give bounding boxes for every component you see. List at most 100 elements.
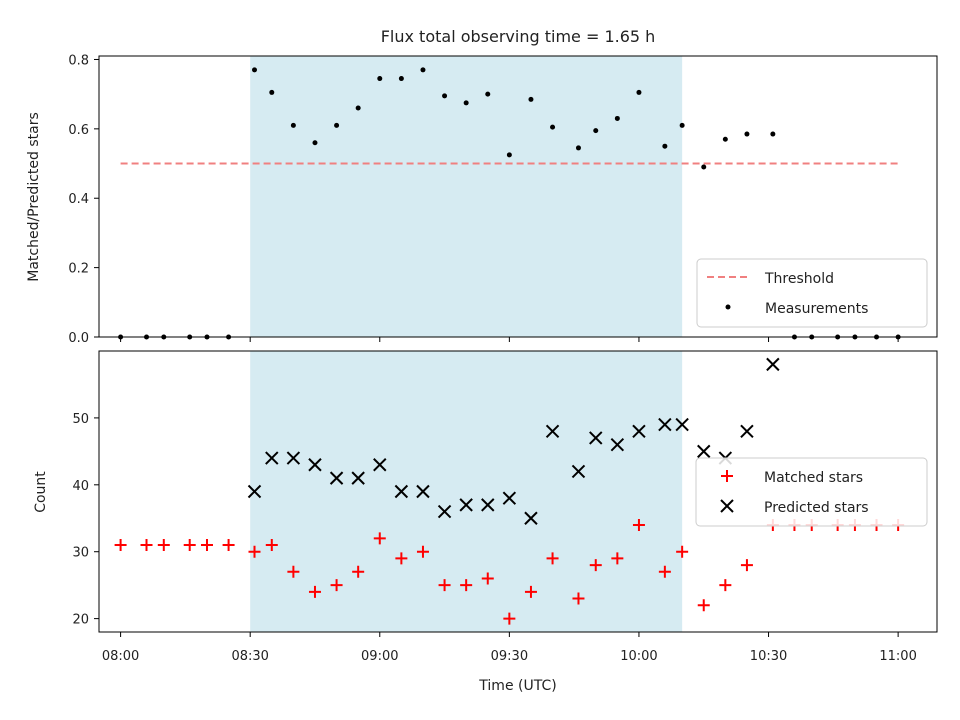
predicted-stars-point [437,504,452,519]
bottom-legend-frame [695,457,928,527]
predicted-stars-point [286,451,301,465]
y-tick-label: 20 [72,613,89,628]
measurements-point [722,136,728,142]
y-tick-label: 0.2 [68,262,89,277]
measurements-point [398,76,404,82]
predicted-stars-point [459,498,473,512]
matched-stars-point [546,552,559,565]
y-tick-label: 30 [72,546,89,561]
measurements-point [269,89,275,95]
top-legend: Threshold Measurements [696,258,928,328]
matched-stars-point [632,518,645,531]
bottom-y-axis-title: Count [33,471,49,513]
x-axis-title: Time (UTC) [478,678,556,694]
measurements-point [701,164,707,170]
matched-stars-point [676,545,689,558]
measurements-point [252,67,258,73]
y-tick-label: 0.8 [68,53,89,68]
measurements-point [636,89,642,95]
measurements-point [593,128,599,134]
x-tick-label: 10:00 [620,649,657,664]
matched-stars-point [140,539,153,552]
y-tick-label: 0.0 [68,331,89,346]
matched-stars-point [658,565,671,578]
measurements-point [312,140,318,146]
predicted-stars-point [632,424,646,438]
matched-stars-point [719,579,732,592]
matched-stars-point [416,545,429,558]
matched-stars-point [308,585,321,598]
observing-interval-shade [250,56,683,337]
y-tick-label: 40 [72,479,89,494]
measurements-point [377,76,383,82]
x-tick-label: 08:00 [102,649,139,664]
x-tick-label: 10:30 [750,649,787,664]
matched-stars-point [438,579,451,592]
measurements-point [485,91,491,97]
predicted-stars-point [740,424,754,438]
measurements-point [290,122,296,128]
measurements-legend-label: Measurements [765,301,868,317]
measurements-point [463,100,469,106]
matched-stars-point [183,539,196,552]
matched-stars-point [524,585,537,598]
predicted-stars-point [329,471,344,485]
top-legend-frame [696,258,928,328]
predicted-stars-point [658,417,672,432]
matched-stars-point [503,612,516,625]
predicted-stars-point [247,484,262,499]
x-tick-label: 08:30 [231,649,268,664]
top-y-axis-title: Matched/Predicted stars [26,112,42,282]
matched-stars-point [287,565,300,578]
x-tick-label: 09:30 [491,649,528,664]
y-tick-label: 50 [72,412,89,427]
measurements-point [506,152,512,158]
bottom-panel: Count 20 30 40 50 08:00 08:30 09:00 09:30 10:00 1… [33,350,938,664]
matched-stars-point [572,592,585,605]
measurements-point [679,122,685,128]
top-panel: Matched/Predicted stars 0.0 0.2 0.4 0.6 0.8 [26,53,938,346]
matched-stars-point [589,559,602,572]
chart-title: Flux total observing time = 1.65 h [381,27,656,46]
predicted-stars-legend-label: Predicted stars [764,500,869,516]
predicted-stars-point [589,431,603,445]
predicted-stars-point [545,424,560,438]
matched-stars-point [697,599,710,612]
predicted-stars-point [571,464,586,479]
x-tick-label: 11:00 [879,649,916,664]
predicted-stars-point [766,357,780,372]
matched-stars-point [373,532,386,545]
matched-stars-point [352,565,365,578]
matched-stars-point [222,539,235,552]
predicted-stars-point [373,458,387,472]
matched-stars-point [740,559,753,572]
matched-stars-point [330,579,343,592]
matched-stars-point [248,545,261,558]
matched-stars-legend-label: Matched stars [764,470,863,486]
matched-stars-point [114,539,127,552]
matched-stars-legend-swatch [721,470,733,482]
threshold-legend-label: Threshold [764,271,834,287]
measurements-point [442,93,448,99]
plot-frame [98,55,938,338]
measurements-point [334,122,340,128]
measurements-point [662,143,668,149]
measurements-legend-swatch [725,304,731,310]
predicted-stars-point [502,491,517,505]
measurements-point [744,131,750,137]
measurements-point [770,131,776,137]
measurements-point [355,105,361,111]
measurements-point [420,67,426,73]
predicted-stars-point [416,484,430,499]
predicted-stars-point [697,444,711,459]
predicted-stars-point [265,451,279,465]
plot-frame [98,350,938,633]
matched-stars-point [200,539,213,552]
x-tick-label: 09:00 [361,649,398,664]
predicted-stars-point [675,417,689,432]
measurements-point [614,115,620,121]
predicted-stars-legend-swatch [720,499,734,513]
predicted-stars-point [351,471,365,485]
predicted-stars-point [524,511,538,525]
